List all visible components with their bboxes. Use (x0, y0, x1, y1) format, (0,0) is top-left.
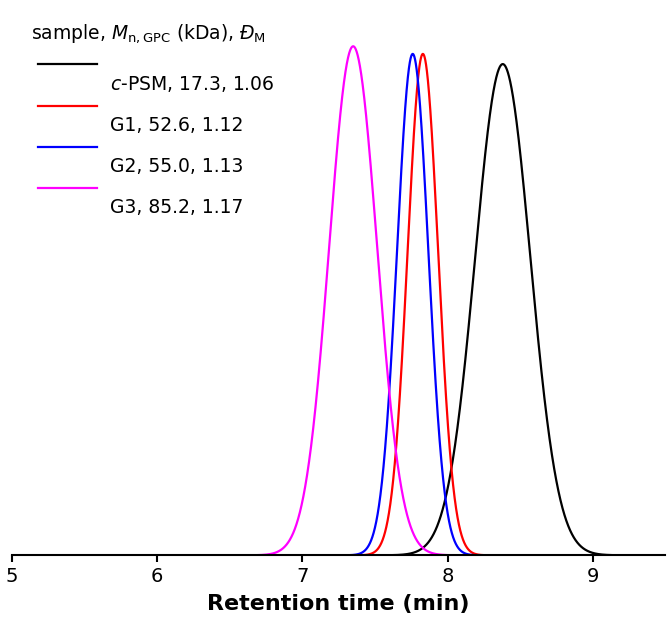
X-axis label: Retention time (min): Retention time (min) (207, 595, 470, 614)
Text: G2, 55.0, 1.13: G2, 55.0, 1.13 (110, 157, 243, 175)
Text: sample, $\mathit{M}_{\mathregular{n,GPC}}$ (kDa), $\mathit{\DH}_{\mathregular{M}: sample, $\mathit{M}_{\mathregular{n,GPC}… (32, 22, 266, 45)
Text: $\mathit{c}$-PSM, 17.3, 1.06: $\mathit{c}$-PSM, 17.3, 1.06 (110, 74, 274, 94)
Text: G3, 85.2, 1.17: G3, 85.2, 1.17 (110, 198, 243, 217)
Text: G1, 52.6, 1.12: G1, 52.6, 1.12 (110, 115, 243, 135)
